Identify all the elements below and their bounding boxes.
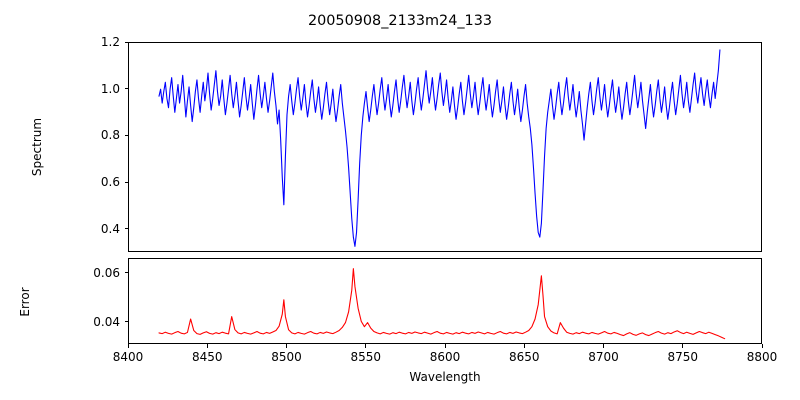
y-tick-mark: [124, 272, 129, 274]
y-tick-mark: [124, 41, 129, 43]
error-trace: [158, 268, 726, 340]
figure-title: 20050908_2133m24_133: [307, 13, 493, 29]
y-tick-label: 0.4: [100, 221, 120, 236]
x-tick-label: 8550: [350, 350, 382, 364]
x-tick-label: 8700: [588, 350, 619, 364]
x-tick-label: 8650: [508, 350, 540, 364]
x-tick-label: 8400: [112, 350, 144, 364]
y-tick-label: 1.2: [100, 35, 120, 49]
x-tick-label: 8750: [667, 350, 699, 364]
error-y-axis-label: Error: [18, 287, 32, 317]
x-axis-label: Wavelength: [409, 370, 481, 384]
error-line-series: [158, 268, 726, 340]
y-tick-label: 1.0: [100, 81, 120, 96]
spectrum-line-series: [158, 49, 721, 247]
x-tick-label: 8450: [191, 350, 223, 364]
x-tick-mark: [286, 344, 288, 348]
y-tick-label: 0.04: [93, 314, 120, 329]
x-tick-mark: [444, 344, 446, 348]
spectrum-plot-area: [128, 42, 762, 252]
y-tick-mark: [124, 88, 129, 90]
y-tick-mark: [124, 181, 129, 183]
spectrum-y-axis-label: Spectrum: [30, 117, 44, 177]
y-tick-mark: [124, 228, 129, 230]
x-tick-mark: [127, 344, 129, 348]
y-tick-mark: [124, 134, 129, 136]
y-tick-label: 0.8: [100, 128, 120, 143]
y-tick-label: 0.06: [93, 265, 120, 280]
x-tick-label: 8800: [746, 350, 778, 364]
spectrum-trace: [158, 49, 721, 247]
x-tick-mark: [206, 344, 208, 348]
x-tick-mark: [761, 344, 763, 348]
x-tick-label: 8500: [271, 350, 302, 364]
x-tick-mark: [523, 344, 525, 348]
x-tick-mark: [682, 344, 684, 348]
x-tick-mark: [365, 344, 367, 348]
y-tick-mark: [124, 321, 129, 323]
x-tick-label: 8600: [429, 350, 461, 364]
error-plot-area: [128, 258, 762, 344]
y-tick-label: 0.6: [100, 175, 120, 189]
x-tick-mark: [603, 344, 605, 348]
